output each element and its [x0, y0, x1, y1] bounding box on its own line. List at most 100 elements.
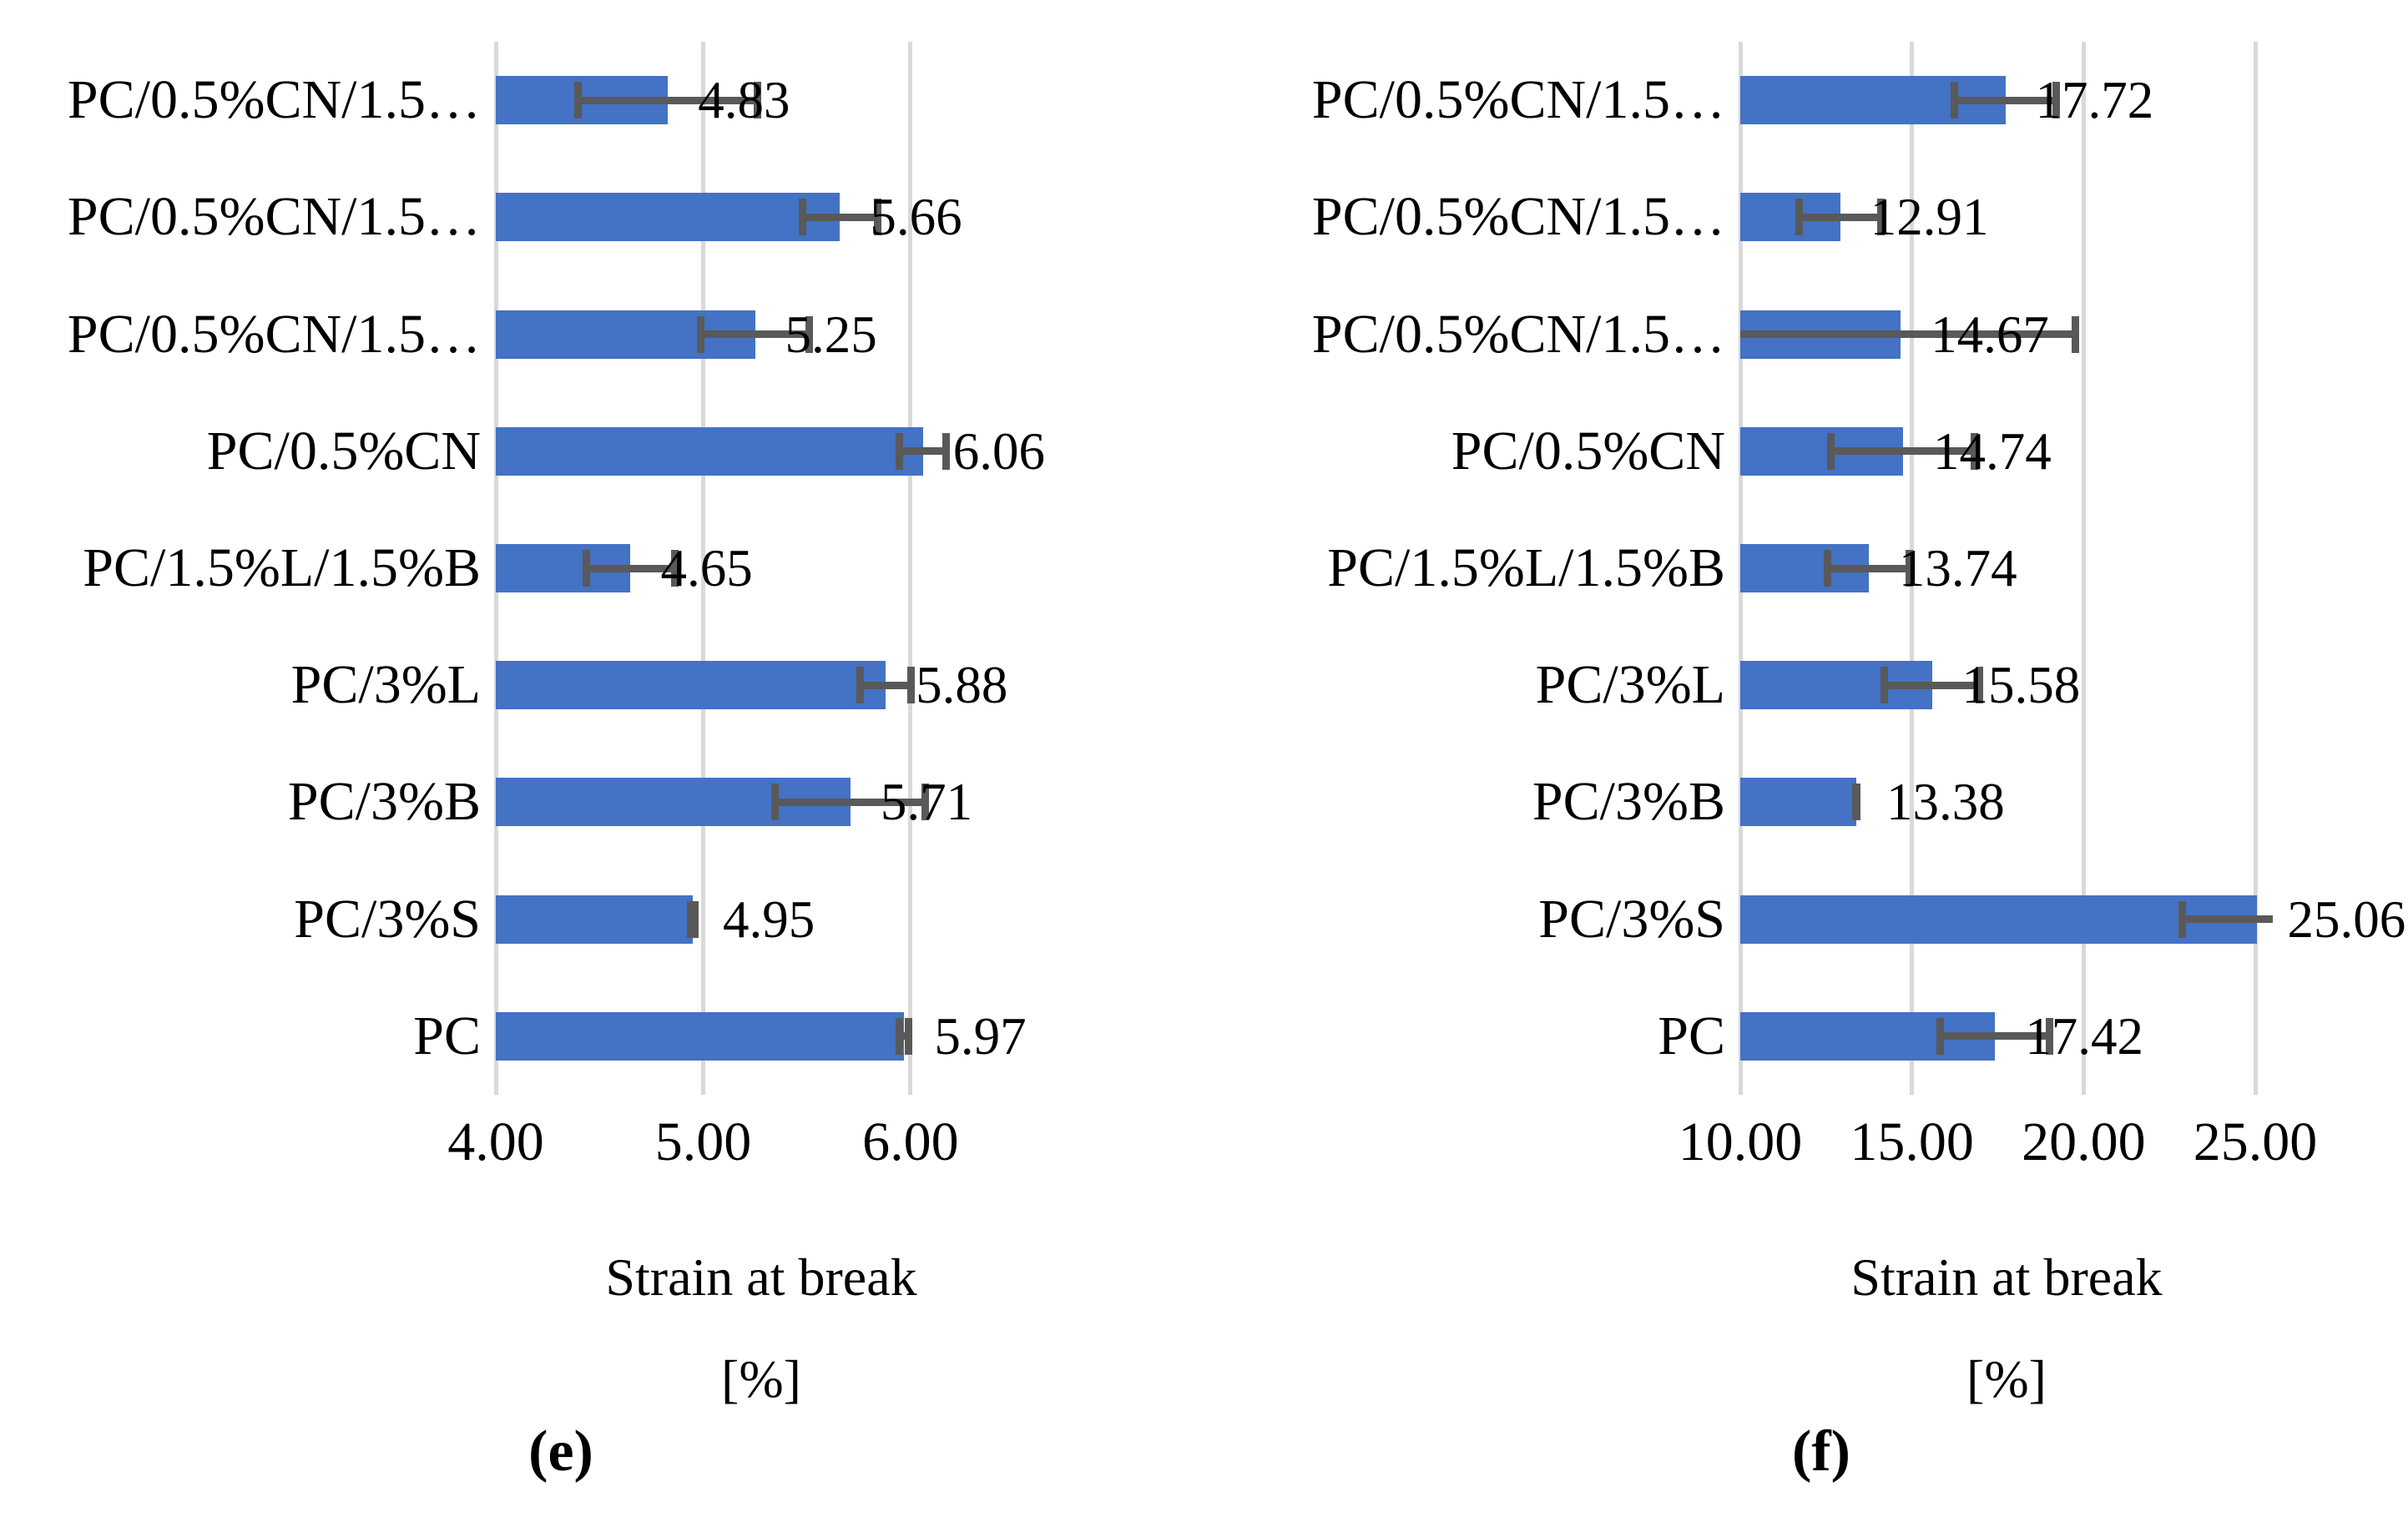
x-axis-title-line1: Strain at break	[1850, 1247, 2163, 1307]
x-axis-tick-label: 5.00	[654, 1111, 752, 1172]
category-label: PC/3%L	[290, 654, 481, 716]
category-label: PC	[1658, 1005, 1725, 1066]
error-bar-cap-left	[1950, 82, 1958, 119]
error-bar-cap-left	[1827, 432, 1835, 470]
error-bar-line	[696, 330, 814, 339]
bar	[496, 426, 923, 476]
category-label: PC/3%S	[294, 888, 481, 950]
data-label: 17.42	[2025, 1006, 2143, 1066]
x-axis-tick-label: 4.00	[447, 1111, 544, 1172]
error-bar-cap-left	[771, 784, 780, 821]
error-bar-cap-right	[1852, 784, 1860, 821]
x-gridline	[700, 42, 705, 1095]
error-bar-cap-right	[905, 1017, 913, 1055]
category-label: PC/0.5%CN/1.5…	[1311, 303, 1725, 365]
bar	[496, 895, 694, 944]
category-label: PC	[413, 1005, 481, 1066]
error-bar-cap-left	[574, 82, 583, 119]
data-label: 5.25	[785, 305, 877, 364]
x-axis-tick-label: 6.00	[862, 1111, 959, 1172]
error-bar-cap-right	[2046, 1017, 2054, 1055]
data-label: 15.58	[1961, 656, 2081, 715]
panel-label-e: (e)	[528, 1419, 593, 1484]
error-bar-line	[2178, 915, 2273, 924]
category-label: PC/3%S	[1538, 888, 1725, 950]
category-label: PC/3%B	[1532, 771, 1725, 833]
error-bar-cap-right	[2072, 315, 2079, 353]
data-label: 4.95	[723, 890, 815, 949]
error-bar-line	[896, 447, 951, 456]
x-gridline	[2253, 42, 2258, 1095]
error-bar-cap-left	[896, 1017, 904, 1055]
error-bar-line	[856, 681, 915, 689]
error-bar-cap-right	[1971, 432, 1979, 470]
error-bar-line	[1827, 447, 1979, 456]
data-label: 14.67	[1931, 305, 2049, 364]
error-bar-cap-left	[696, 315, 704, 353]
category-label: PC/0.5%CN/1.5…	[1311, 186, 1725, 248]
error-bar-cap-left	[1824, 550, 1832, 587]
bar	[496, 661, 886, 710]
error-bar-cap-right	[921, 784, 930, 821]
category-label: PC/0.5%CN	[1451, 420, 1725, 481]
x-axis-tick-label: 10.00	[1678, 1111, 1803, 1172]
x-axis-title: Strain at break [%]	[605, 1227, 916, 1429]
error-bar-cap-left	[1936, 1017, 1945, 1055]
error-bar-cap-right	[805, 315, 814, 353]
error-bar-cap-left	[686, 900, 694, 938]
error-bar-line	[771, 798, 930, 806]
x-axis-title-line2: [%]	[1966, 1348, 2047, 1409]
data-label: 14.74	[1932, 421, 2052, 481]
x-axis-tick-label: 15.00	[1850, 1111, 1974, 1172]
data-label: 5.97	[934, 1006, 1027, 1066]
error-bar-cap-right	[942, 432, 951, 470]
bar	[496, 1011, 905, 1061]
category-label: PC/1.5%L/1.5%B	[1327, 537, 1725, 598]
bar	[496, 193, 841, 242]
error-bar-line	[1824, 564, 1914, 572]
error-bar-cap-right	[874, 199, 882, 236]
data-label: 4.83	[698, 71, 790, 130]
error-bar-cap-left	[798, 199, 806, 236]
error-bar-cap-left	[1880, 667, 1888, 704]
category-label: PC/0.5%CN	[206, 420, 481, 481]
data-label: 17.72	[2035, 71, 2154, 130]
error-bar-cap-left	[896, 432, 904, 470]
error-bar-cap-right	[691, 900, 699, 938]
x-axis-title-line1: Strain at break	[605, 1247, 917, 1307]
error-bar-cap-right	[906, 667, 915, 704]
error-bar-cap-right	[754, 82, 761, 119]
data-label: 6.06	[952, 421, 1046, 481]
error-bar-line	[1880, 681, 1984, 689]
x-axis-title: Strain at break [%]	[1850, 1227, 2162, 1429]
error-bar-line	[574, 96, 761, 104]
error-bar-cap-left	[583, 550, 591, 587]
category-label: PC/3%B	[287, 771, 481, 833]
data-label: 5.66	[870, 188, 962, 247]
category-label: PC/0.5%CN/1.5…	[67, 303, 481, 365]
x-gridline	[908, 42, 913, 1095]
error-bar-cap-right	[1906, 550, 1914, 587]
category-label: PC/0.5%CN/1.5…	[1311, 69, 1725, 131]
data-label: 12.91	[1870, 188, 1989, 247]
category-label: PC/0.5%CN/1.5…	[67, 69, 481, 131]
data-label: 13.38	[1886, 773, 2005, 832]
error-bar-line	[583, 564, 679, 572]
data-label: 5.88	[916, 656, 1008, 715]
error-bar-cap-left	[856, 667, 865, 704]
error-bar-line	[1936, 1032, 2054, 1041]
category-label: PC/0.5%CN/1.5…	[67, 186, 481, 248]
bar	[1740, 895, 2258, 944]
data-label: 4.65	[660, 539, 753, 597]
error-bar-cap-right	[1976, 667, 1984, 704]
data-label: 25.06	[2287, 890, 2406, 949]
panel-label-f: (f)	[1792, 1419, 1850, 1484]
error-bar-cap-left	[1795, 199, 1804, 236]
bar	[1740, 778, 1857, 827]
x-gridline	[2081, 42, 2086, 1095]
error-bar-cap-left	[2178, 900, 2186, 938]
error-bar-cap-right	[670, 550, 679, 587]
